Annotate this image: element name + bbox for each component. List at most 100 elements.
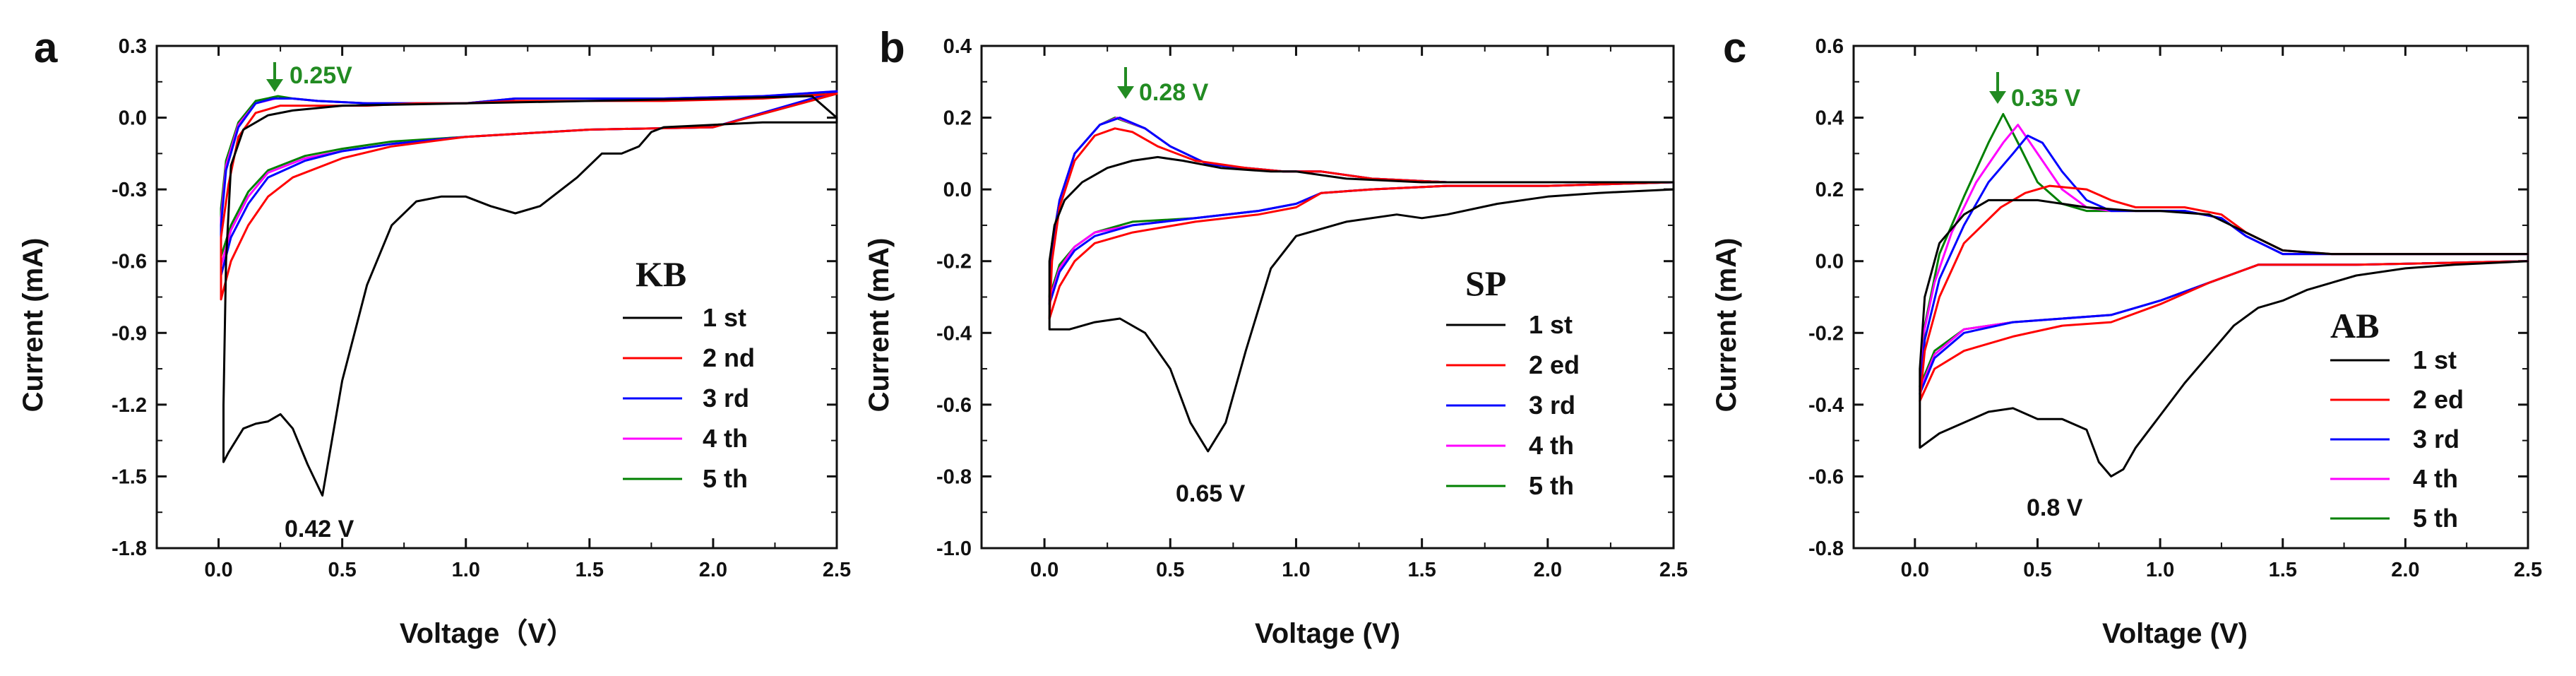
legend-entry: 5 th: [1446, 471, 1574, 500]
tick-layer-b: -1.0 -0.8 -0.6 -0.4 -0.2 0.0 0.2 0.4 0.0 0.5 1.0 1.…: [936, 35, 1688, 581]
y-tick-label: -0.8: [936, 466, 972, 488]
legend-entry: 2 ed: [1446, 350, 1580, 379]
peak-annotation-c: 0.35 V: [1989, 72, 2081, 112]
tick-layer-a: -1.8 -1.5 -1.2 -0.9 -0.6 -0.3 0.0 0.3 0.0 0.5 1.0 1…: [112, 35, 851, 581]
legend-entry: 4 th: [623, 424, 748, 453]
y-tick-label: -0.6: [1808, 466, 1844, 488]
legend-entry: 1 st: [623, 303, 746, 332]
x-axis-title-b: Voltage (V): [1255, 618, 1400, 649]
x-tick-label: 0.0: [1901, 559, 1929, 581]
x-tick-label: 2.0: [1534, 559, 1562, 581]
x-tick-label: 1.5: [1407, 559, 1436, 581]
y-tick-label: -1.2: [112, 394, 147, 417]
y-tick-label: -0.4: [936, 322, 972, 345]
legend-entry: 1 st: [1446, 310, 1573, 339]
y-tick-label: 0.0: [119, 107, 147, 130]
legend-a: KB 1 st 2 nd 3 rd 4 th 5 th: [623, 254, 755, 493]
series-line-5-th: [1048, 117, 1675, 298]
legend-label: 5 th: [1529, 471, 1574, 500]
series-line-3-rd: [1919, 134, 2529, 396]
x-tick-label: 2.5: [823, 559, 851, 581]
x-tick-label: 0.5: [328, 559, 356, 581]
y-tick-label: -0.2: [1808, 322, 1844, 345]
y-tick-label: 0.0: [943, 179, 972, 201]
tick-layer-c: -0.8 -0.6 -0.4 -0.2 0.0 0.2 0.4 0.6 0.0 0.5 1.0 1.5…: [1808, 35, 2542, 581]
legend-label: 2 nd: [703, 343, 755, 372]
legend-label: 1 st: [1529, 310, 1573, 339]
y-tick-label: -0.3: [112, 179, 147, 201]
x-tick-label: 2.0: [699, 559, 727, 581]
x-tick-label: 0.0: [204, 559, 232, 581]
series-line-1-st: [1048, 155, 1675, 453]
legend-label: 1 st: [2413, 345, 2457, 374]
x-tick-label: 2.5: [2514, 559, 2542, 581]
x-tick-label: 0.5: [1156, 559, 1184, 581]
legend-entry: 2 nd: [623, 343, 755, 372]
legend-label: 3 rd: [703, 384, 749, 413]
x-tick-label: 0.0: [1030, 559, 1059, 581]
y-tick-label: -1.5: [112, 466, 147, 488]
panel-b: b Current (mA) Voltage (V) -1.0-0.8-0.6-…: [864, 24, 1688, 649]
peak-label-green: 0.25V: [290, 62, 352, 89]
y-tick-label: 0.4: [943, 35, 972, 58]
peak-annotation-b: 0.28 V: [1117, 67, 1209, 106]
legend-title-c: AB: [2330, 306, 2379, 345]
peak-annotation-a: 0.25V: [266, 62, 352, 92]
legend-entry: 5 th: [2330, 504, 2458, 533]
series-layer-a: [220, 90, 838, 497]
legend-entry: 3 rd: [1446, 391, 1575, 420]
legend-label: 5 th: [2413, 504, 2458, 533]
legend-title-b: SP: [1465, 263, 1506, 303]
legend-label: 2 ed: [2413, 385, 2464, 414]
y-tick-label: -0.8: [1808, 538, 1844, 560]
x-tick-label: 1.0: [452, 559, 480, 581]
y-tick-label: -0.9: [112, 322, 147, 345]
y-tick-label: 0.2: [943, 107, 972, 130]
y-axis-title-a: Current (mA): [18, 238, 49, 413]
panel-letter-b: b: [879, 24, 905, 71]
panel-letter-c: c: [1723, 24, 1746, 71]
y-tick-label: -1.0: [936, 538, 972, 560]
y-tick-label: 0.0: [1815, 251, 1844, 273]
x-tick-label: 1.0: [2146, 559, 2174, 581]
y-tick-label: 0.3: [119, 35, 147, 58]
legend-label: 5 th: [703, 464, 748, 493]
legend-c: AB 1 st 2 ed 3 rd 4 th 5 th: [2330, 306, 2464, 533]
series-line-4-th: [1048, 117, 1675, 302]
y-tick-label: -1.8: [112, 538, 147, 560]
x-tick-label: 1.5: [576, 559, 604, 581]
legend-label: 3 rd: [2413, 425, 2459, 453]
y-tick-label: 0.6: [1815, 35, 1844, 58]
legend-label: 4 th: [2413, 464, 2458, 493]
legend-b: SP 1 st 2 ed 3 rd 4 th 5 th: [1446, 263, 1580, 500]
y-tick-label: -0.4: [1808, 394, 1844, 417]
series-line-1-st: [1919, 198, 2529, 478]
x-tick-label: 2.0: [2391, 559, 2419, 581]
y-axis-title-c: Current (mA): [1711, 238, 1742, 413]
legend-entry: 4 th: [2330, 464, 2458, 493]
series-line-2-ed: [1919, 184, 2529, 403]
arrowhead-icon: [1989, 91, 2006, 104]
y-tick-label: -0.2: [936, 251, 972, 273]
series-layer-c: [1919, 113, 2529, 478]
peak-label-black: 0.65 V: [1176, 480, 1246, 507]
legend-title-a: KB: [636, 254, 686, 294]
series-line-2-nd: [220, 93, 838, 301]
x-tick-label: 1.0: [1282, 559, 1310, 581]
x-axis-title-c: Voltage (V): [2102, 618, 2248, 649]
x-tick-label: 1.5: [2269, 559, 2297, 581]
legend-label: 2 ed: [1529, 350, 1580, 379]
legend-entry: 2 ed: [2330, 385, 2464, 414]
legend-label: 4 th: [703, 424, 748, 453]
peak-label-green: 0.28 V: [1139, 79, 1209, 106]
x-tick-label: 0.5: [2023, 559, 2051, 581]
legend-label: 3 rd: [1529, 391, 1575, 420]
y-axis-title-b: Current (mA): [864, 238, 895, 413]
arrowhead-icon: [1117, 86, 1134, 99]
legend-entry: 3 rd: [623, 384, 749, 413]
panel-letter-a: a: [34, 24, 58, 71]
peak-label-green: 0.35 V: [2011, 85, 2081, 112]
x-axis-title-a: Voltage（V）: [400, 618, 575, 649]
legend-entry: 4 th: [1446, 431, 1574, 460]
